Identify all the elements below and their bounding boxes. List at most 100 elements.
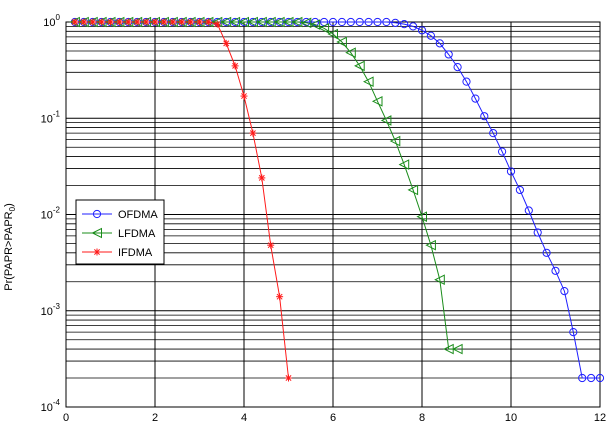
data-point-lfdma-shape xyxy=(389,135,401,147)
data-point-ofdma xyxy=(578,373,587,383)
data-point-lfdma xyxy=(309,19,321,30)
data-point-ofdma xyxy=(480,112,489,121)
data-point-ifdma-shape xyxy=(116,19,123,25)
data-point-ifdma-shape xyxy=(134,19,141,25)
data-point-ofdma-shape xyxy=(373,17,382,27)
data-point-ofdma-shape xyxy=(391,18,400,27)
data-point-ofdma xyxy=(346,17,355,27)
data-point-ofdma xyxy=(551,266,560,275)
y-axis-label-close: ) xyxy=(3,203,15,207)
data-point-ifdma xyxy=(231,62,239,70)
data-point-ifdma xyxy=(258,174,266,182)
data-point-lfdma xyxy=(425,239,436,251)
series-layer xyxy=(69,16,605,383)
data-point-ifdma xyxy=(267,241,275,249)
legend-item-lfdma: LFDMA xyxy=(82,227,156,240)
data-point-ifdma-shape xyxy=(267,242,274,249)
data-point-ofdma-shape xyxy=(355,17,364,27)
data-point-lfdma-shape xyxy=(371,95,383,107)
data-point-ifdma-shape xyxy=(169,19,176,25)
data-point-ofdma xyxy=(524,206,533,215)
data-point-ofdma-shape xyxy=(506,167,516,176)
data-point-ofdma xyxy=(373,17,382,27)
data-point-ofdma xyxy=(498,147,507,156)
data-point-lfdma-shape xyxy=(398,159,410,170)
data-point-ofdma-shape xyxy=(560,287,569,296)
data-point-ofdma-shape xyxy=(426,31,435,40)
data-point-lfdma-shape xyxy=(451,343,463,355)
data-point-ofdma xyxy=(462,77,471,86)
data-point-ifdma xyxy=(204,18,212,26)
data-point-ifdma-shape xyxy=(196,19,203,25)
data-point-ifdma xyxy=(133,18,141,26)
y-tick-label: 10-3 xyxy=(41,302,61,318)
data-point-lfdma-shape xyxy=(300,17,312,29)
y-axis-label: Pr(PAPR>PAPR0) xyxy=(3,203,17,291)
data-point-lfdma xyxy=(291,16,303,28)
data-point-lfdma-shape xyxy=(318,22,330,34)
data-point-ofdma xyxy=(417,26,427,35)
data-point-lfdma xyxy=(371,95,383,107)
data-point-ofdma xyxy=(426,31,435,40)
data-point-lfdma xyxy=(398,159,410,170)
data-point-ofdma-shape xyxy=(400,20,409,29)
legend-item-ifdma: IFDMA xyxy=(82,247,153,259)
data-point-ofdma-shape xyxy=(489,129,498,138)
data-point-ifdma xyxy=(142,18,150,26)
y-tick-label: 100 xyxy=(43,13,60,29)
data-point-ofdma-shape xyxy=(587,373,596,383)
legend-label-lfdma: LFDMA xyxy=(118,228,156,240)
data-point-ofdma-shape xyxy=(311,17,320,27)
data-point-ifdma-shape xyxy=(71,19,78,25)
data-point-ofdma-shape xyxy=(337,17,346,27)
data-point-lfdma xyxy=(362,76,374,87)
data-point-ifdma-shape xyxy=(232,62,239,69)
data-point-ifdma xyxy=(196,18,203,26)
legend-marker-ofdma xyxy=(92,209,102,219)
data-point-ifdma xyxy=(124,18,132,26)
data-point-ifdma xyxy=(178,18,186,26)
data-point-lfdma-shape xyxy=(345,47,356,58)
series-ifdma xyxy=(71,18,292,382)
data-point-ifdma xyxy=(115,18,123,26)
data-point-ifdma-shape xyxy=(223,40,230,47)
data-point-ofdma xyxy=(569,328,578,337)
data-point-ifdma-shape xyxy=(80,19,87,25)
data-point-ofdma xyxy=(587,373,596,383)
data-point-lfdma-shape xyxy=(380,115,392,126)
data-point-ifdma-shape xyxy=(285,375,292,382)
data-point-ofdma xyxy=(409,22,418,31)
data-point-ofdma xyxy=(355,17,364,27)
data-point-ifdma xyxy=(71,18,79,26)
y-tick-label: 10-2 xyxy=(41,206,61,222)
data-point-ofdma-shape xyxy=(346,17,355,27)
data-point-ofdma-shape xyxy=(569,328,578,337)
data-point-lfdma xyxy=(451,343,463,355)
data-point-lfdma xyxy=(416,211,427,222)
legend-label-ifdma: IFDMA xyxy=(118,247,153,259)
data-point-ofdma xyxy=(471,94,480,103)
legend: OFDMA LFDMA IFDMA xyxy=(75,199,165,265)
data-point-ofdma xyxy=(435,39,444,48)
data-point-ifdma-shape xyxy=(178,19,185,25)
data-point-ofdma xyxy=(453,62,462,72)
data-point-ofdma-shape xyxy=(480,112,489,121)
data-point-ofdma xyxy=(382,17,391,27)
data-point-lfdma-shape xyxy=(425,239,436,251)
data-point-ofdma-shape xyxy=(409,22,418,31)
data-point-ofdma-shape xyxy=(417,26,427,35)
data-point-lfdma-shape xyxy=(291,16,303,28)
data-point-ofdma xyxy=(311,17,320,27)
legend-marker-lfdma xyxy=(91,227,102,239)
data-point-ifdma xyxy=(276,293,284,301)
data-point-ifdma xyxy=(249,129,257,137)
data-point-ofdma xyxy=(542,248,551,257)
data-point-ifdma-shape xyxy=(258,174,265,181)
data-point-ofdma-shape xyxy=(515,185,525,195)
data-point-lfdma xyxy=(336,36,347,48)
data-point-lfdma-shape xyxy=(354,60,365,72)
data-point-ifdma-shape xyxy=(89,19,96,25)
y-tick-label: 10-1 xyxy=(41,109,61,125)
legend-marker-lfdma-shape xyxy=(91,227,102,239)
x-tick-label: 0 xyxy=(63,412,69,424)
